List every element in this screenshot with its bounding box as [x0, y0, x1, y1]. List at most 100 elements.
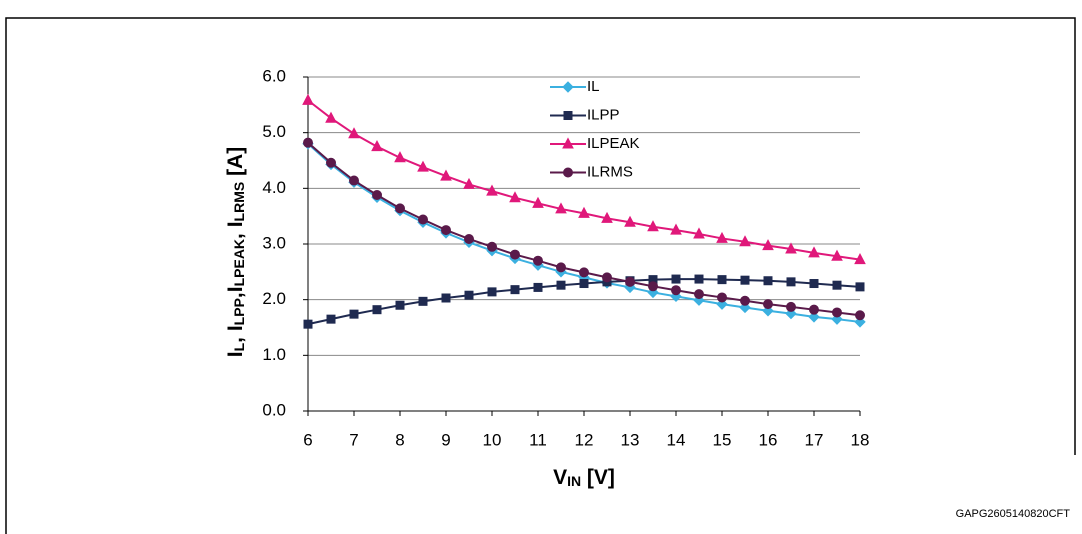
y-tick-label: 0.0 — [262, 400, 286, 419]
legend-label: ILPP — [587, 106, 620, 123]
data-point — [602, 272, 612, 283]
data-point — [717, 275, 727, 285]
axis-label-part: ,I — [224, 286, 247, 298]
data-point — [648, 281, 658, 292]
data-point — [854, 253, 866, 265]
x-tick-label: 11 — [529, 430, 547, 449]
axis-label-part: V — [553, 466, 567, 489]
data-point — [486, 184, 498, 196]
legend-marker — [562, 137, 574, 149]
data-point — [763, 299, 773, 310]
data-point — [785, 242, 797, 254]
frame — [5, 17, 1076, 534]
data-point — [831, 249, 843, 261]
data-point — [579, 279, 589, 289]
data-point — [303, 137, 313, 148]
data-point — [556, 262, 566, 273]
x-tick-label: 12 — [575, 430, 594, 449]
data-point — [671, 274, 681, 284]
axis-label-subscript: LRMS — [231, 182, 247, 222]
axis-label-part: [V] — [581, 466, 615, 489]
data-point — [809, 304, 819, 315]
data-point — [808, 311, 820, 323]
data-point — [740, 295, 750, 306]
x-tick-label: 8 — [395, 430, 404, 449]
data-point — [624, 215, 636, 227]
legend-marker — [562, 81, 574, 93]
data-point — [395, 300, 405, 310]
data-point — [372, 305, 382, 315]
data-point — [487, 241, 497, 252]
data-point — [693, 294, 705, 306]
x-axis-label: VIN [V] — [553, 466, 615, 489]
data-point — [832, 280, 842, 290]
data-point — [808, 246, 820, 258]
x-tick-label: 9 — [441, 430, 450, 449]
data-point — [532, 196, 544, 208]
x-tick-label: 13 — [621, 430, 640, 449]
axis-label-subscript: IN — [567, 473, 581, 489]
data-point — [855, 310, 865, 321]
data-point — [579, 267, 589, 278]
data-point — [740, 275, 750, 285]
data-point — [578, 206, 590, 218]
data-point — [670, 223, 682, 235]
data-point — [418, 296, 428, 306]
data-point — [417, 160, 429, 172]
data-point — [464, 290, 474, 300]
x-tick-label: 14 — [667, 430, 686, 449]
data-point — [303, 319, 313, 329]
data-point — [694, 289, 704, 300]
data-point — [716, 231, 728, 243]
data-point — [555, 202, 567, 214]
data-point — [326, 157, 336, 168]
data-point — [786, 301, 796, 312]
data-point — [647, 220, 659, 232]
data-point — [418, 214, 428, 225]
data-point — [372, 190, 382, 201]
x-tick-label: 18 — [851, 430, 870, 449]
data-point — [349, 175, 359, 186]
data-point — [763, 276, 773, 286]
axis-label-subscript: LPP — [231, 298, 247, 325]
data-point — [832, 307, 842, 318]
data-point — [464, 233, 474, 244]
legend-label: ILPEAK — [587, 135, 640, 152]
y-tick-label: 5.0 — [262, 122, 286, 141]
data-point — [533, 255, 543, 266]
data-point — [349, 309, 359, 319]
data-point — [325, 111, 337, 123]
y-tick-label: 2.0 — [262, 289, 286, 308]
data-point — [440, 169, 452, 181]
x-tick-label: 6 — [303, 430, 312, 449]
data-point — [348, 127, 360, 139]
data-point — [762, 239, 774, 251]
axis-label-part: I — [224, 351, 247, 357]
y-tick-label: 1.0 — [262, 345, 286, 364]
series-line — [307, 141, 861, 317]
data-point — [394, 151, 406, 163]
data-point — [533, 282, 543, 292]
data-point — [441, 293, 451, 303]
data-point — [510, 285, 520, 295]
y-tick-label: 4.0 — [262, 178, 286, 197]
data-point — [487, 287, 497, 297]
data-point — [739, 235, 751, 247]
data-point — [693, 227, 705, 239]
data-point — [510, 249, 520, 260]
data-point — [694, 274, 704, 284]
legend-label: ILRMS — [587, 163, 633, 180]
data-point — [786, 277, 796, 287]
y-tick-label: 6.0 — [262, 66, 286, 85]
x-tick-label: 17 — [805, 430, 824, 449]
axis-label-part: , I — [224, 325, 247, 343]
y-tick-label: 3.0 — [262, 233, 286, 252]
data-point — [395, 203, 405, 214]
data-point — [671, 285, 681, 296]
data-point — [463, 177, 475, 189]
data-point — [785, 307, 797, 320]
data-point — [371, 140, 383, 152]
data-point — [809, 279, 819, 289]
axis-label-part: [A] — [224, 147, 247, 182]
